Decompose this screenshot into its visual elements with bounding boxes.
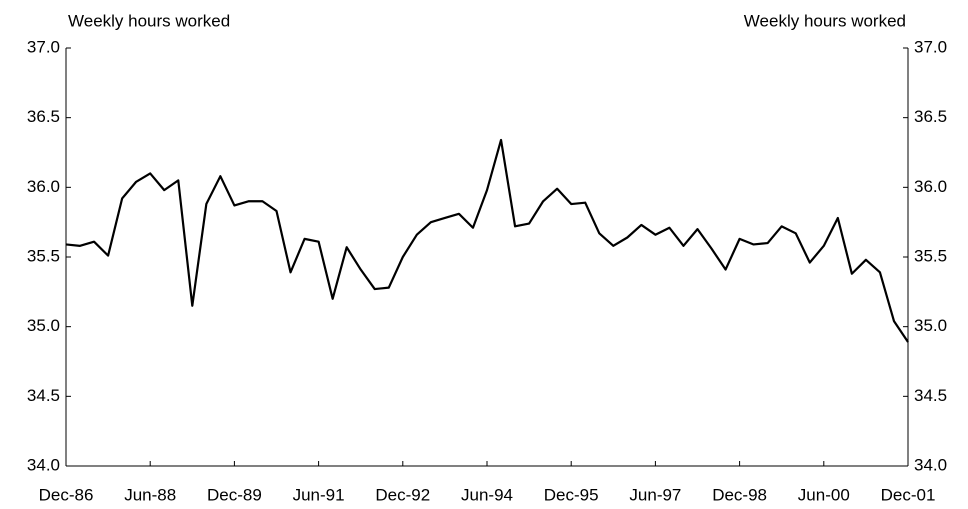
y-tick-label: 34.0 [27,455,60,474]
x-tick-label: Jun-97 [629,485,681,504]
x-tick-label: Jun-94 [461,485,513,504]
x-tick-label: Dec-89 [207,485,262,504]
x-tick-label: Jun-91 [293,485,345,504]
line-series [65,138,909,343]
y-tick-label: 35.0 [27,316,60,335]
y2-tick-label: 35.5 [914,246,947,265]
y-tick-label: 36.0 [27,177,60,196]
y-tick-label: 37.0 [27,37,60,56]
y-tick-label: 34.5 [27,386,60,405]
y2-axis-label: Weekly hours worked [744,11,906,30]
y2-tick-label: 34.0 [914,455,947,474]
x-tick-label: Dec-86 [39,485,94,504]
y-tick-label: 35.5 [27,246,60,265]
y-axis-label: Weekly hours worked [68,11,230,30]
y2-tick-label: 36.5 [914,107,947,126]
y2-tick-label: 37.0 [914,37,947,56]
y-tick-label: 36.5 [27,107,60,126]
x-tick-label: Dec-01 [881,485,936,504]
x-tick-label: Dec-98 [712,485,767,504]
y2-tick-label: 34.5 [914,386,947,405]
y2-tick-label: 35.0 [914,316,947,335]
x-tick-label: Dec-95 [544,485,599,504]
x-tick-label: Dec-92 [375,485,430,504]
y2-tick-label: 36.0 [914,177,947,196]
x-tick-label: Jun-88 [124,485,176,504]
x-tick-label: Jun-00 [798,485,850,504]
